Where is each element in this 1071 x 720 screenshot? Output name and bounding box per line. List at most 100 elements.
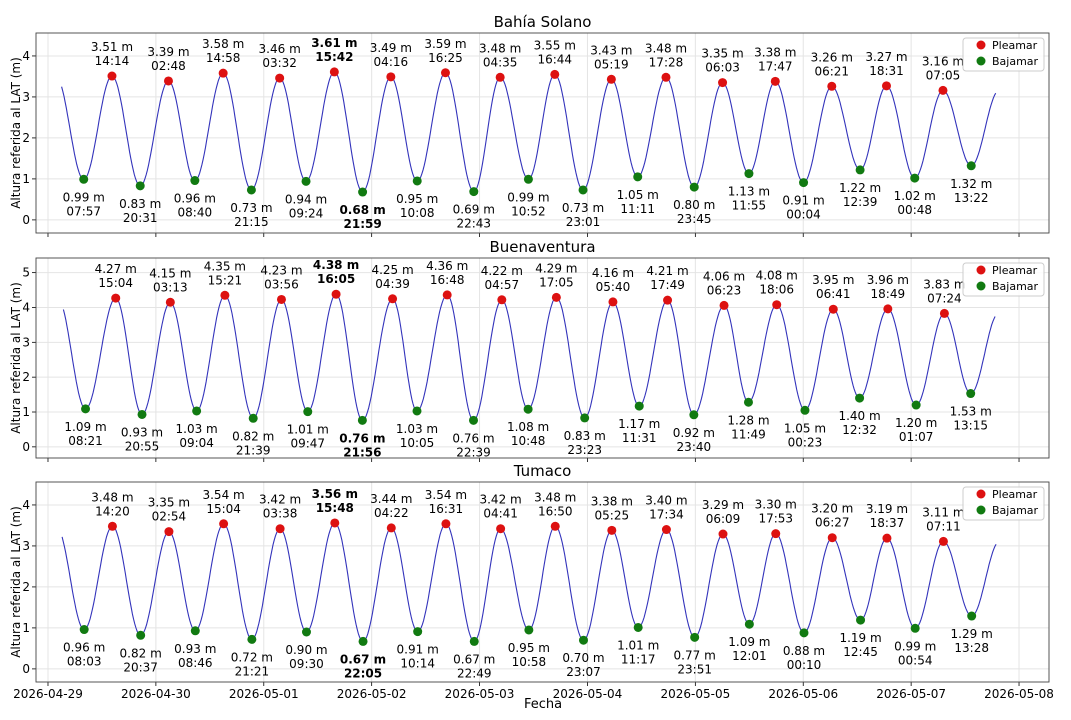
bajamar-time-label: 11:49 (731, 427, 766, 441)
pleamar-height-label: 3.48 m (534, 490, 576, 504)
pleamar-height-label: 3.56 m (312, 487, 358, 501)
pleamar-marker (331, 289, 341, 299)
pleamar-marker (881, 81, 891, 91)
pleamar-marker (163, 76, 173, 86)
pleamar-marker (661, 72, 671, 82)
y-tick-label: 4 (22, 498, 30, 512)
pleamar-marker (719, 300, 729, 310)
pleamar-marker (606, 74, 616, 84)
pleamar-time-label: 04:41 (483, 507, 518, 521)
pleamar-height-label: 4.22 m (481, 264, 523, 278)
pleamar-height-label: 3.55 m (534, 38, 576, 52)
x-tick-label: 2026-04-30 (121, 687, 191, 701)
pleamar-time-label: 05:19 (594, 57, 629, 71)
bajamar-height-label: 0.99 m (507, 190, 549, 204)
pleamar-marker (107, 521, 117, 531)
pleamar-height-label: 3.44 m (370, 492, 412, 506)
x-tick-label: 2026-05-01 (229, 687, 299, 701)
bajamar-height-label: 1.09 m (64, 420, 106, 434)
pleamar-marker (551, 292, 561, 302)
bajamar-marker (744, 619, 754, 629)
x-axis-label: Fecha (524, 697, 562, 712)
bajamar-marker (358, 636, 368, 646)
pleamar-time-label: 07:24 (927, 291, 962, 305)
bajamar-height-label: 0.73 m (562, 201, 604, 215)
y-tick-label: 2 (22, 131, 30, 145)
pleamar-height-label: 3.54 m (202, 488, 244, 502)
pleamar-time-label: 17:47 (758, 59, 793, 73)
pleamar-height-label: 4.08 m (756, 269, 798, 283)
x-tick-label: 2026-05-07 (876, 687, 946, 701)
bajamar-time-label: 12:39 (843, 195, 878, 209)
pleamar-time-label: 02:48 (151, 59, 186, 73)
pleamar-time-label: 04:35 (483, 55, 518, 69)
pleamar-height-label: 3.38 m (591, 494, 633, 508)
pleamar-marker (107, 71, 117, 81)
bajamar-marker (856, 615, 866, 625)
bajamar-marker (523, 174, 533, 184)
bajamar-height-label: 1.01 m (287, 423, 329, 437)
pleamar-time-label: 14:14 (95, 54, 130, 68)
pleamar-marker (276, 294, 286, 304)
bajamar-height-label: 0.80 m (673, 198, 715, 212)
pleamar-time-label: 07:05 (926, 68, 961, 82)
bajamar-time-label: 10:52 (511, 204, 546, 218)
bajamar-marker (524, 625, 534, 635)
pleamar-height-label: 4.25 m (371, 263, 413, 277)
legend-bajamar-label: Bajamar (992, 280, 1039, 293)
pleamar-height-label: 3.54 m (425, 488, 467, 502)
panel-title: Tumaco (513, 462, 572, 480)
bajamar-time-label: 08:21 (68, 434, 103, 448)
bajamar-height-label: 1.19 m (839, 631, 881, 645)
bajamar-height-label: 0.70 m (562, 651, 604, 665)
bajamar-marker (412, 406, 422, 416)
bajamar-height-label: 1.53 m (950, 405, 992, 419)
bajamar-time-label: 20:37 (123, 660, 158, 674)
bajamar-time-label: 11:55 (732, 199, 767, 213)
bajamar-height-label: 1.03 m (396, 422, 438, 436)
pleamar-marker (550, 69, 560, 79)
bajamar-time-label: 00:10 (787, 658, 822, 672)
bajamar-time-label: 10:14 (400, 657, 435, 671)
bajamar-height-label: 0.76 m (339, 431, 385, 445)
bajamar-time-label: 07:57 (66, 204, 101, 218)
pleamar-marker (386, 72, 396, 82)
bajamar-time-label: 21:39 (236, 443, 271, 457)
bajamar-height-label: 0.91 m (782, 194, 824, 208)
pleamar-height-label: 3.43 m (590, 43, 632, 57)
pleamar-time-label: 05:40 (596, 280, 631, 294)
plot-frame (35, 481, 1050, 683)
bajamar-time-label: 10:58 (512, 655, 547, 669)
bajamar-time-label: 22:43 (456, 217, 491, 231)
pleamar-time-label: 06:27 (815, 516, 850, 530)
legend-bajamar-marker (976, 56, 986, 66)
bajamar-height-label: 1.22 m (839, 181, 881, 195)
bajamar-marker (690, 632, 700, 642)
pleamar-time-label: 06:41 (816, 287, 851, 301)
legend-bajamar-label: Bajamar (992, 55, 1039, 68)
legend-pleamar-label: Pleamar (992, 39, 1038, 52)
bajamar-marker (301, 176, 311, 186)
bajamar-height-label: 1.01 m (617, 638, 659, 652)
bajamar-marker (911, 400, 921, 410)
bajamar-marker (248, 413, 258, 423)
bajamar-marker (136, 630, 146, 640)
panel-2: 0 1 2 3 4 5 4.27 m15:04 4.15 m03:13 4.35 m15:21 4… (9, 238, 1050, 462)
bajamar-marker (634, 401, 644, 411)
bajamar-height-label: 1.02 m (894, 189, 936, 203)
x-tick-label: 2026-05-02 (337, 687, 407, 701)
bajamar-time-label: 09:04 (179, 436, 214, 450)
bajamar-marker (799, 628, 809, 638)
plot-frame (35, 32, 1050, 234)
pleamar-height-label: 3.27 m (865, 50, 907, 64)
pleamar-marker (388, 294, 398, 304)
pleamar-time-label: 15:04 (206, 502, 241, 516)
bajamar-height-label: 0.67 m (453, 652, 495, 666)
pleamar-time-label: 18:31 (869, 64, 904, 78)
bajamar-time-label: 22:49 (457, 666, 492, 680)
bajamar-time-label: 20:55 (125, 439, 160, 453)
pleamar-marker (275, 73, 285, 83)
bajamar-time-label: 11:11 (620, 202, 655, 216)
pleamar-marker (495, 72, 505, 82)
bajamar-time-label: 08:46 (178, 656, 213, 670)
